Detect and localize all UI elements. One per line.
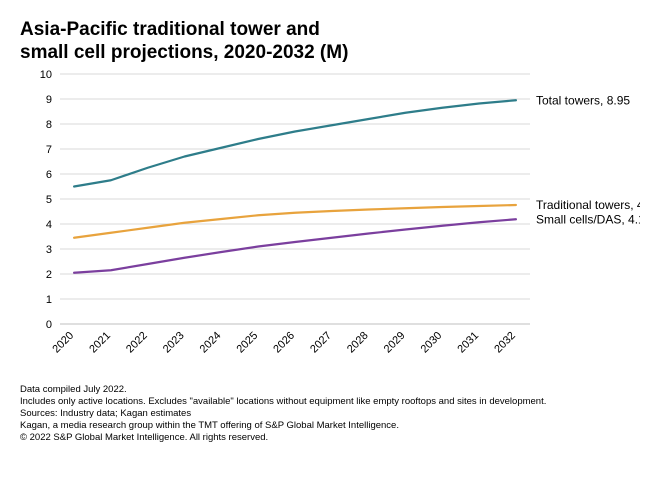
y-tick-label: 4 xyxy=(46,219,52,231)
series-label: Traditional towers, 4.76 xyxy=(536,198,640,212)
x-tick-label: 2026 xyxy=(271,330,297,356)
chart-page: { "title_line1": "Asia-Pacific tradition… xyxy=(0,0,660,500)
footnote-line: Data compiled July 2022. xyxy=(20,384,640,396)
footnote-line: Includes only active locations. Excludes… xyxy=(20,396,640,408)
x-tick-label: 2024 xyxy=(198,330,224,356)
title-line-2: small cell projections, 2020-2032 (M) xyxy=(20,41,640,64)
x-tick-label: 2028 xyxy=(345,330,371,356)
series-label: Small cells/DAS, 4.19 xyxy=(536,213,640,227)
y-tick-label: 0 xyxy=(46,319,52,331)
y-tick-label: 6 xyxy=(46,169,52,181)
x-tick-label: 2032 xyxy=(492,330,518,356)
series-label: Total towers, 8.95 xyxy=(536,94,630,108)
x-tick-label: 2030 xyxy=(419,330,445,356)
chart-title: Asia-Pacific traditional tower and small… xyxy=(20,18,640,64)
x-tick-label: 2029 xyxy=(382,330,408,356)
footnote-line: Kagan, a media research group within the… xyxy=(20,420,640,432)
title-line-1: Asia-Pacific traditional tower and xyxy=(20,18,640,41)
footnote-line: © 2022 S&P Global Market Intelligence. A… xyxy=(20,432,640,444)
x-tick-label: 2023 xyxy=(161,330,187,356)
x-tick-label: 2022 xyxy=(124,330,150,356)
x-tick-label: 2031 xyxy=(455,330,481,356)
y-tick-label: 8 xyxy=(46,119,52,131)
line-chart: 0 1 2 3 4 5 6 7 8 9 10 2020 2021 2022 2023 2024 2025 2026… xyxy=(20,64,640,384)
x-tick-label: 2021 xyxy=(87,330,113,356)
y-tick-label: 7 xyxy=(46,144,52,156)
footnote-line: Sources: Industry data; Kagan estimates xyxy=(20,408,640,420)
x-tick-label: 2020 xyxy=(50,330,76,356)
footnotes: Data compiled July 2022.Includes only ac… xyxy=(20,384,640,443)
y-tick-label: 5 xyxy=(46,194,52,206)
y-tick-label: 10 xyxy=(40,69,52,81)
y-tick-label: 2 xyxy=(46,269,52,281)
x-tick-label: 2027 xyxy=(308,330,334,356)
series-line xyxy=(74,205,516,238)
chart-svg: 0 1 2 3 4 5 6 7 8 9 10 2020 2021 2022 2023 2024 2025 2026… xyxy=(20,64,640,384)
y-tick-label: 3 xyxy=(46,244,52,256)
y-tick-label: 9 xyxy=(46,94,52,106)
y-tick-label: 1 xyxy=(46,294,52,306)
series-line xyxy=(74,220,516,274)
x-tick-label: 2025 xyxy=(235,330,261,356)
